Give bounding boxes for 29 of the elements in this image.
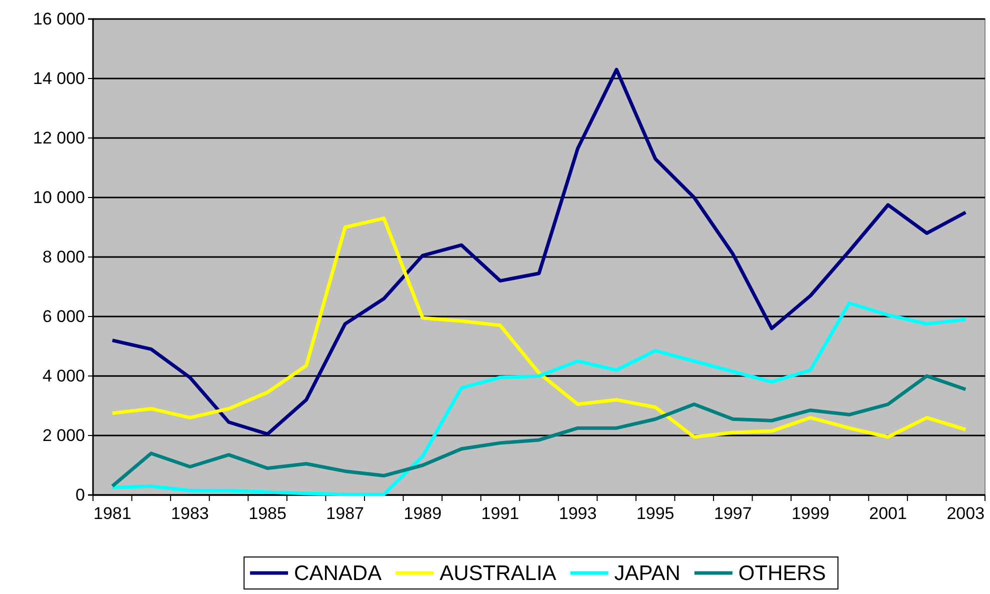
y-tick-label: 4 000 — [42, 366, 85, 386]
legend-label: JAPAN — [614, 562, 680, 585]
y-tick-label: 16 000 — [33, 9, 85, 28]
y-tick-label: 10 000 — [33, 188, 85, 207]
x-tick-label: 2001 — [869, 504, 907, 524]
x-tick-label: 1999 — [792, 504, 830, 524]
x-tick-label: 1989 — [404, 504, 442, 524]
y-tick-label: 2 000 — [42, 426, 85, 445]
x-tick-label: 1981 — [93, 504, 132, 524]
y-tick-label: 12 000 — [33, 128, 85, 148]
x-tick-label: 1991 — [481, 504, 520, 524]
x-tick-label: 1993 — [558, 504, 597, 524]
x-tick-label: 1985 — [248, 504, 286, 524]
x-tick-label: 1995 — [636, 504, 674, 524]
legend-label: AUSTRALIA — [440, 562, 556, 585]
x-tick-label: 1983 — [171, 504, 209, 524]
line-series — [110, 374, 968, 488]
line-series — [110, 68, 968, 436]
x-tick-label: 1987 — [326, 504, 364, 524]
line-series — [110, 301, 968, 496]
legend-label: CANADA — [294, 562, 382, 585]
legend-label: OTHERS — [738, 562, 826, 585]
x-tick-label: 1997 — [714, 504, 752, 524]
x-tick-label: 2003 — [946, 504, 985, 524]
y-tick-label: 8 000 — [42, 247, 85, 266]
line-series — [110, 216, 968, 439]
y-tick-label: 6 000 — [42, 306, 85, 326]
y-tick-label: 0 — [76, 485, 85, 504]
y-tick-label: 14 000 — [33, 68, 85, 88]
